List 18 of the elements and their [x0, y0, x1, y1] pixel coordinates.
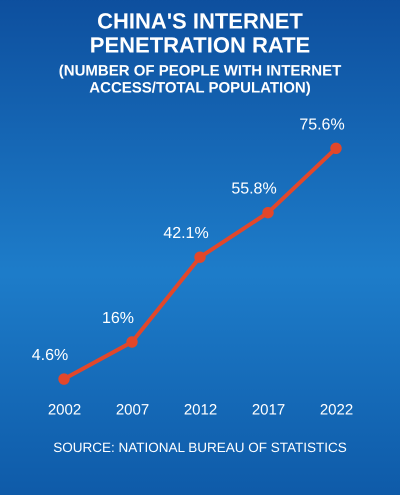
chart-subtitle: (NUMBER OF PEOPLE WITH INTERNET ACCESS/TOTAL POPULATION) [58, 62, 342, 96]
chart-title: CHINA'S INTERNET PENETRATION RATE [90, 8, 310, 58]
data-label: 55.8% [231, 180, 277, 198]
point [262, 206, 274, 218]
point [58, 373, 70, 385]
data-label: 16% [102, 310, 134, 327]
x-tick-label: 2007 [116, 402, 150, 418]
point [126, 336, 138, 348]
x-tick-label: 2002 [48, 402, 82, 418]
point [194, 251, 206, 263]
data-label: 75.6% [299, 116, 345, 134]
x-tick-label: 2012 [184, 402, 218, 418]
point [330, 142, 342, 154]
data-label: 4.6% [32, 347, 68, 364]
source-note: SOURCE: NATIONAL BUREAU OF STATISTICS [52, 440, 348, 455]
x-tick-label: 2022 [320, 402, 354, 418]
data-label: 42.1% [163, 225, 209, 242]
x-tick-label: 2017 [252, 402, 286, 418]
